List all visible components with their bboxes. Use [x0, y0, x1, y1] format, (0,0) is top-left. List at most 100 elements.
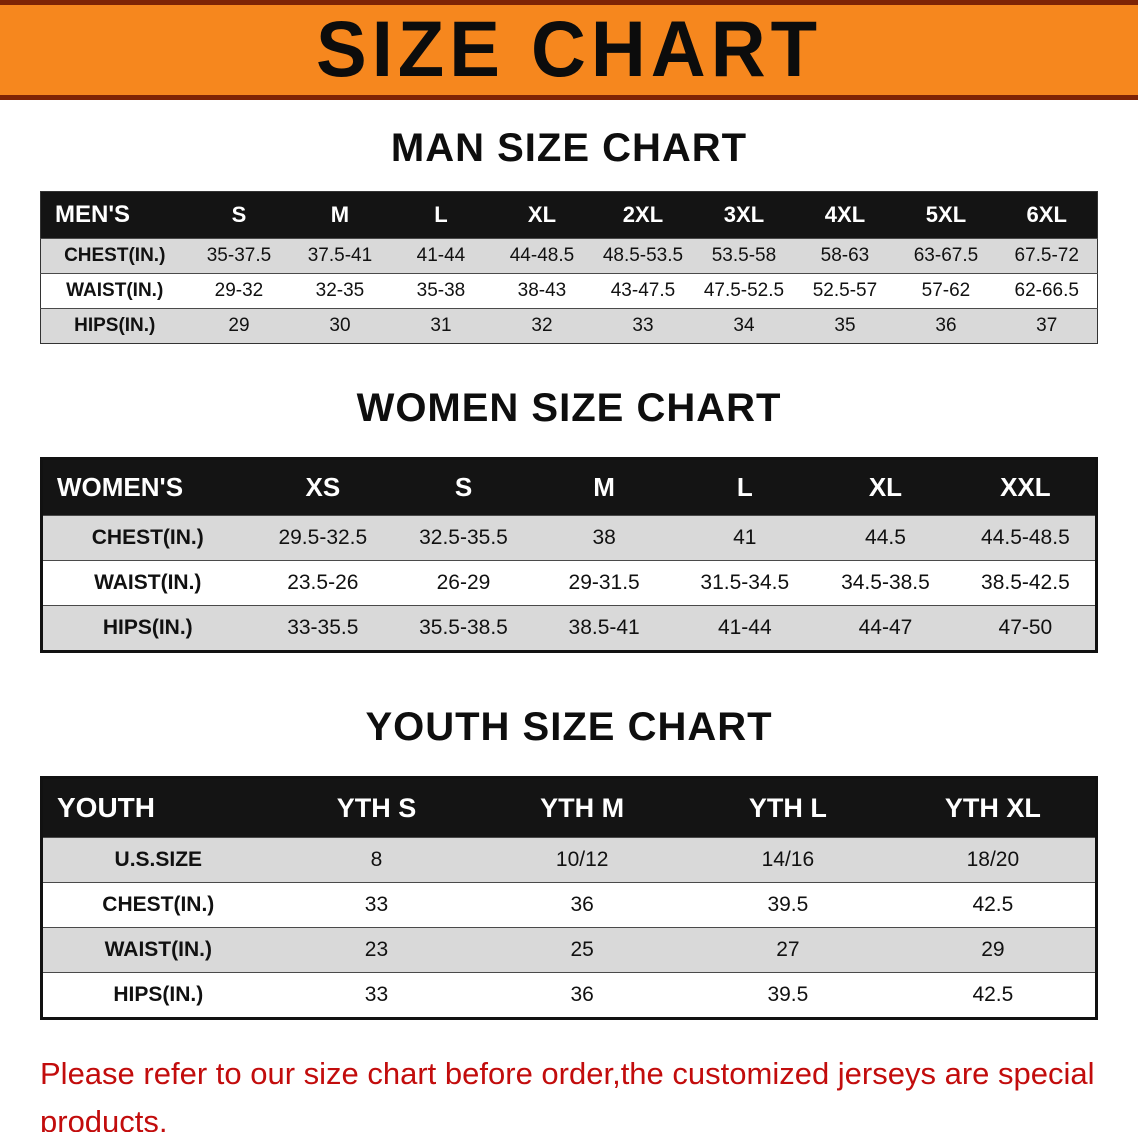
- youth-size-table: YOUTH YTH S YTH M YTH L YTH XL U.S.SIZE 8 10/12…: [40, 776, 1098, 1020]
- table-row: CHEST(IN.) 29.5-32.5 32.5-35.5 38 41 44.5 44.5…: [41, 515, 1097, 561]
- size-value-cell: 37: [1036, 315, 1058, 336]
- size-value-cell: 38.5-42.5: [981, 571, 1070, 594]
- size-column-header: S: [393, 458, 534, 516]
- youth-section: YOUTH SIZE CHART YOUTH YTH S YTH M YTH L YTH…: [0, 705, 1138, 1020]
- women-section: WOMEN SIZE CHART WOMEN'S XS S M L XL XXL CHEST(…: [0, 386, 1138, 653]
- table-corner-label: MEN'S: [40, 191, 189, 239]
- size-value-cell: 10/12: [555, 848, 609, 871]
- size-column-header: YTH XL: [890, 777, 1097, 838]
- size-value-cell: 38.5-41: [568, 616, 640, 639]
- size-value-cell: 18/20: [966, 848, 1020, 871]
- table-row: HIPS(IN.) 33 36 39.5 42.5: [41, 972, 1097, 1019]
- row-label: U.S.SIZE: [114, 848, 203, 871]
- table-corner-label: YOUTH: [41, 777, 274, 838]
- size-value-cell: 31: [430, 315, 452, 336]
- size-value-cell: 14/16: [761, 848, 815, 871]
- size-value-cell: 8: [370, 848, 383, 871]
- size-value-cell: 52.5-57: [812, 280, 878, 301]
- row-label: WAIST(IN.): [66, 280, 164, 301]
- size-value-cell: 33-35.5: [287, 616, 359, 639]
- table-row: WAIST(IN.) 23 25 27 29: [41, 927, 1097, 973]
- size-value-cell: 35-38: [416, 280, 466, 301]
- size-value-cell: 25: [570, 938, 594, 961]
- size-value-cell: 33: [364, 983, 389, 1006]
- size-column-header: XXL: [955, 458, 1097, 516]
- size-value-cell: 44.5: [865, 526, 906, 549]
- size-value-cell: 41-44: [416, 245, 466, 266]
- size-value-cell: 43-47.5: [610, 280, 676, 301]
- row-label: CHEST(IN.): [64, 245, 166, 266]
- banner: SIZE CHART: [0, 0, 1138, 100]
- size-column-header: 3XL: [693, 191, 795, 239]
- size-value-cell: 47-50: [998, 616, 1053, 639]
- size-value-cell: 38-43: [517, 280, 567, 301]
- size-value-cell: 32.5-35.5: [419, 526, 508, 549]
- size-value-cell: 35-37.5: [206, 245, 272, 266]
- table-row: WAIST(IN.) 23.5-26 26-29 29-31.5 31.5-34.5 34…: [41, 560, 1097, 606]
- size-value-cell: 34.5-38.5: [841, 571, 930, 594]
- size-value-cell: 32: [531, 315, 553, 336]
- size-value-cell: 38: [592, 526, 616, 549]
- size-value-cell: 62-66.5: [1014, 280, 1079, 301]
- size-column-header: YTH S: [273, 777, 480, 838]
- page-title: SIZE CHART: [316, 5, 822, 94]
- size-value-cell: 44-47: [858, 616, 913, 639]
- size-column-header: S: [188, 191, 290, 239]
- size-column-header: 2XL: [592, 191, 694, 239]
- table-header-row: YOUTH YTH S YTH M YTH L YTH XL: [41, 777, 1097, 838]
- size-value-cell: 29: [228, 315, 250, 336]
- size-value-cell: 67.5-72: [1014, 245, 1079, 266]
- row-label: HIPS(IN.): [102, 616, 193, 639]
- size-value-cell: 30: [329, 315, 351, 336]
- size-value-cell: 31.5-34.5: [700, 571, 790, 594]
- size-value-cell: 35.5-38.5: [419, 616, 508, 639]
- size-value-cell: 48.5-53.5: [602, 245, 684, 266]
- size-value-cell: 36: [570, 983, 594, 1006]
- youth-section-heading: YOUTH SIZE CHART: [365, 705, 773, 749]
- size-value-cell: 41-44: [717, 616, 772, 639]
- women-section-heading: WOMEN SIZE CHART: [356, 386, 782, 430]
- size-value-cell: 37.5-41: [307, 245, 373, 266]
- size-column-header: M: [533, 458, 675, 516]
- size-value-cell: 26-29: [436, 571, 491, 594]
- size-column-header: M: [289, 191, 391, 239]
- men-section: MAN SIZE CHART MEN'S S M L XL 2XL 3XL 4XL 5XL 6XL…: [0, 126, 1138, 344]
- size-value-cell: 36: [935, 315, 957, 336]
- row-label: HIPS(IN.): [74, 315, 156, 336]
- size-value-cell: 44-48.5: [509, 245, 575, 266]
- table-corner-label: WOMEN'S: [41, 458, 253, 516]
- table-row: U.S.SIZE 8 10/12 14/16 18/20: [41, 837, 1097, 883]
- size-column-header: 6XL: [996, 191, 1098, 239]
- size-value-cell: 47.5-52.5: [703, 280, 785, 301]
- table-row: HIPS(IN.) 29 30 31 32 33 34 35 36 37: [40, 308, 1098, 344]
- size-column-header: L: [674, 458, 816, 516]
- size-column-header: XL: [815, 458, 956, 516]
- size-value-cell: 27: [776, 938, 800, 961]
- table-header-row: WOMEN'S XS S M L XL XXL: [41, 458, 1097, 516]
- men-section-heading: MAN SIZE CHART: [390, 126, 748, 170]
- size-value-cell: 29: [981, 938, 1005, 961]
- size-value-cell: 33: [632, 315, 654, 336]
- size-column-header: YTH L: [685, 777, 891, 838]
- table-row: CHEST(IN.) 33 36 39.5 42.5: [41, 882, 1097, 928]
- table-row: HIPS(IN.) 33-35.5 35.5-38.5 38.5-41 41-44 44-…: [41, 605, 1097, 652]
- row-label: WAIST(IN.): [94, 571, 202, 594]
- size-value-cell: 58-63: [820, 245, 870, 266]
- size-value-cell: 41: [733, 526, 757, 549]
- women-size-table: WOMEN'S XS S M L XL XXL CHEST(IN.) 29.5-32.5 32.5…: [40, 457, 1098, 653]
- size-value-cell: 34: [733, 315, 755, 336]
- row-label: WAIST(IN.): [104, 938, 212, 961]
- size-value-cell: 39.5: [767, 983, 809, 1006]
- size-value-cell: 29-31.5: [568, 571, 640, 594]
- size-column-header: XS: [252, 458, 394, 516]
- size-value-cell: 33: [364, 893, 389, 916]
- size-value-cell: 23.5-26: [287, 571, 359, 594]
- size-value-cell: 36: [570, 893, 594, 916]
- row-label: HIPS(IN.): [113, 983, 204, 1006]
- size-value-cell: 32-35: [315, 280, 365, 301]
- size-value-cell: 35: [834, 315, 856, 336]
- row-label: CHEST(IN.): [91, 526, 204, 549]
- size-value-cell: 29-32: [214, 280, 264, 301]
- size-column-header: 4XL: [794, 191, 896, 239]
- table-row: CHEST(IN.) 35-37.5 37.5-41 41-44 44-48.5 48.5…: [40, 238, 1098, 274]
